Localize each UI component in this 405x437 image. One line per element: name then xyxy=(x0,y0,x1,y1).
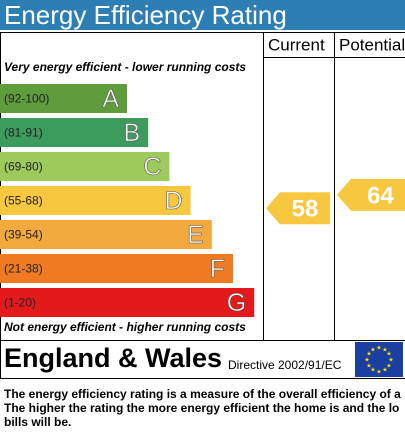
band-letter: E xyxy=(187,221,204,249)
band xyxy=(0,186,191,215)
svg-text:★: ★ xyxy=(386,351,391,358)
column-header: Potential xyxy=(339,35,405,54)
title: Energy Efficiency Rating xyxy=(4,0,287,30)
band xyxy=(0,152,170,181)
rating-value: 58 xyxy=(292,196,319,223)
svg-text:★: ★ xyxy=(370,347,375,354)
eu-flag: ★★★ ★ ★ ★★ ★ ★ ★★ ★ xyxy=(355,342,403,377)
band xyxy=(0,254,233,283)
svg-text:★: ★ xyxy=(370,367,375,374)
band-range: (55-68) xyxy=(4,194,43,208)
description: The higher the rating the more energy ef… xyxy=(4,401,399,415)
band-range: (39-54) xyxy=(4,228,43,242)
band-range: (81-91) xyxy=(4,126,43,140)
svg-text:★: ★ xyxy=(366,351,371,358)
band xyxy=(0,118,149,147)
rating-arrow xyxy=(266,192,330,225)
description: bills will be. xyxy=(4,415,71,429)
band-letter: B xyxy=(124,119,141,147)
band-range: (21-38) xyxy=(4,262,43,276)
band-letter: F xyxy=(210,255,225,283)
band-range: (69-80) xyxy=(4,160,43,174)
svg-text:★: ★ xyxy=(376,369,381,376)
rating-arrow xyxy=(337,178,405,211)
svg-text:★: ★ xyxy=(376,345,381,352)
description: The energy efficiency rating is a measur… xyxy=(4,387,401,401)
svg-text:★: ★ xyxy=(382,367,387,374)
title-bar xyxy=(0,0,405,30)
band-letter: D xyxy=(165,187,183,215)
rating-value: 64 xyxy=(367,182,394,209)
band xyxy=(0,288,255,317)
bottom-note: Not energy efficient - higher running co… xyxy=(4,320,246,334)
band-letter: C xyxy=(143,153,161,181)
band-range: (92-100) xyxy=(4,92,49,106)
svg-text:★: ★ xyxy=(386,363,391,370)
country: England & Wales xyxy=(4,343,222,373)
svg-text:★: ★ xyxy=(364,357,369,364)
column-header: Current xyxy=(268,35,325,54)
top-note: Very energy efficient - lower running co… xyxy=(4,60,246,74)
band-letter: A xyxy=(102,85,119,113)
svg-text:★: ★ xyxy=(366,363,371,370)
band-letter: G xyxy=(227,289,246,317)
svg-text:★: ★ xyxy=(388,357,393,364)
band-range: (1-20) xyxy=(4,296,36,310)
band xyxy=(0,220,212,249)
directive: Directive 2002/91/EC xyxy=(228,358,342,372)
footer-frame xyxy=(0,340,405,379)
band xyxy=(0,84,127,113)
svg-text:★: ★ xyxy=(382,347,387,354)
